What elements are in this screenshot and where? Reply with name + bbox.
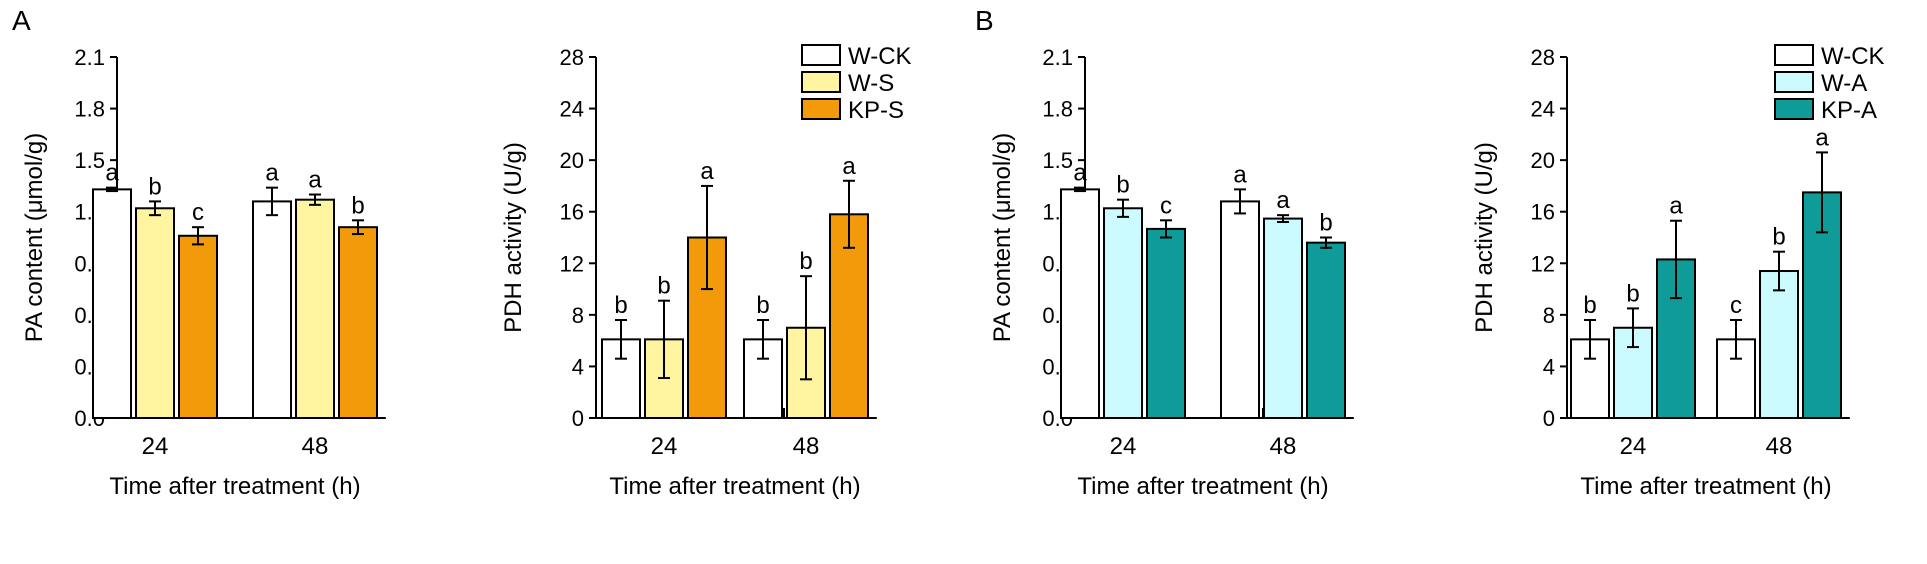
significance-letter: a [1233, 161, 1247, 188]
y-tick-label: 4 [1543, 354, 1555, 379]
y-tick-label: 2.1 [74, 45, 105, 70]
legend-swatch [801, 71, 841, 93]
y-tick-label: 0 [1543, 406, 1555, 431]
bar [1103, 207, 1143, 419]
chart-pa-content-b: 0.00.30.60.91.21.51.82.1PA content (μmol… [989, 45, 1354, 500]
legend-swatch [1774, 98, 1814, 120]
x-tick-label: 48 [1766, 433, 1793, 460]
bar [92, 188, 132, 419]
x-tick-label: 48 [1270, 433, 1297, 460]
y-tick-label: 2.1 [1042, 45, 1073, 70]
y-tick-label: 8 [1543, 303, 1555, 328]
x-axis-label: Time after treatment (h) [609, 473, 860, 500]
significance-letter: b [614, 292, 627, 319]
y-tick-label: 12 [1531, 251, 1555, 276]
legend-label: KP-S [848, 97, 904, 124]
x-tick-label: 24 [1110, 433, 1137, 460]
y-tick-label: 16 [1531, 200, 1555, 225]
chart-pa-content-a: 0.00.30.60.91.21.51.82.1PA content (μmol… [21, 45, 386, 500]
x-tick-label: 48 [302, 433, 329, 460]
significance-letter: b [756, 292, 769, 319]
significance-letter: a [265, 160, 279, 187]
legend-label: W-A [1821, 70, 1867, 97]
y-tick-label: 28 [560, 45, 584, 70]
bar [1060, 188, 1100, 419]
significance-letter: a [1073, 160, 1087, 187]
legend-swatch [801, 44, 841, 66]
significance-letter: b [351, 192, 364, 219]
y-tick-label: 24 [1531, 97, 1555, 122]
y-tick-label: 28 [1531, 45, 1555, 70]
x-tick-label: 24 [651, 433, 678, 460]
y-tick-label: 16 [560, 200, 584, 225]
significance-letter: b [799, 248, 812, 275]
y-tick-label: 1.5 [74, 148, 105, 173]
x-axis-label: Time after treatment (h) [109, 473, 360, 500]
significance-letter: c [1730, 292, 1742, 319]
legend-label: W-CK [848, 43, 912, 70]
y-tick-label: 20 [1531, 148, 1555, 173]
legend-swatch [1774, 44, 1814, 66]
y-tick-label: 8 [572, 303, 584, 328]
legend-label: W-S [848, 70, 894, 97]
y-tick-label: 4 [572, 354, 584, 379]
x-tick-label: 24 [142, 433, 169, 460]
bar [338, 226, 378, 419]
x-tick-label: 24 [1620, 433, 1647, 460]
significance-letter: a [1669, 193, 1683, 220]
bar [1263, 217, 1303, 419]
significance-letter: a [308, 167, 322, 194]
significance-letter: a [1276, 187, 1290, 214]
significance-letter: b [1583, 292, 1596, 319]
significance-letter: b [1772, 224, 1785, 251]
significance-letter: a [1815, 124, 1829, 151]
bar [252, 200, 292, 419]
y-axis-label: PA content (μmol/g) [21, 133, 48, 342]
y-tick-label: 24 [560, 97, 584, 122]
panel-label-b: B [975, 5, 994, 36]
bar [295, 198, 335, 419]
legend-label: W-CK [1821, 43, 1885, 70]
y-axis-label: PA content (μmol/g) [989, 133, 1016, 342]
significance-letter: b [148, 173, 161, 200]
y-tick-label: 20 [560, 148, 584, 173]
bar [1220, 200, 1260, 419]
significance-letter: b [1116, 172, 1129, 199]
y-tick-label: 12 [560, 251, 584, 276]
y-axis-label: PDH activity (U/g) [1471, 142, 1498, 333]
significance-letter: a [105, 160, 119, 187]
bar [1306, 241, 1346, 419]
significance-letter: c [1160, 192, 1172, 219]
significance-letter: c [192, 199, 204, 226]
significance-letter: b [1319, 210, 1332, 237]
legend-swatch [1774, 71, 1814, 93]
significance-letter: b [657, 273, 670, 300]
y-tick-label: 1.8 [1042, 97, 1073, 122]
y-axis-label: PDH activity (U/g) [500, 142, 527, 333]
panel-label-a: A [12, 5, 31, 36]
y-tick-label: 1.5 [1042, 148, 1073, 173]
y-tick-label: 1.8 [74, 97, 105, 122]
significance-letter: a [700, 158, 714, 185]
significance-letter: b [1626, 280, 1639, 307]
x-tick-label: 48 [793, 433, 820, 460]
bar [178, 234, 218, 419]
bar [135, 207, 175, 419]
x-axis-label: Time after treatment (h) [1580, 473, 1831, 500]
legend-swatch [801, 98, 841, 120]
legend-label: KP-A [1821, 97, 1877, 124]
y-tick-label: 0 [572, 406, 584, 431]
bar [1759, 270, 1799, 419]
x-axis-label: Time after treatment (h) [1077, 473, 1328, 500]
bar [1146, 227, 1186, 419]
significance-letter: a [842, 153, 856, 180]
